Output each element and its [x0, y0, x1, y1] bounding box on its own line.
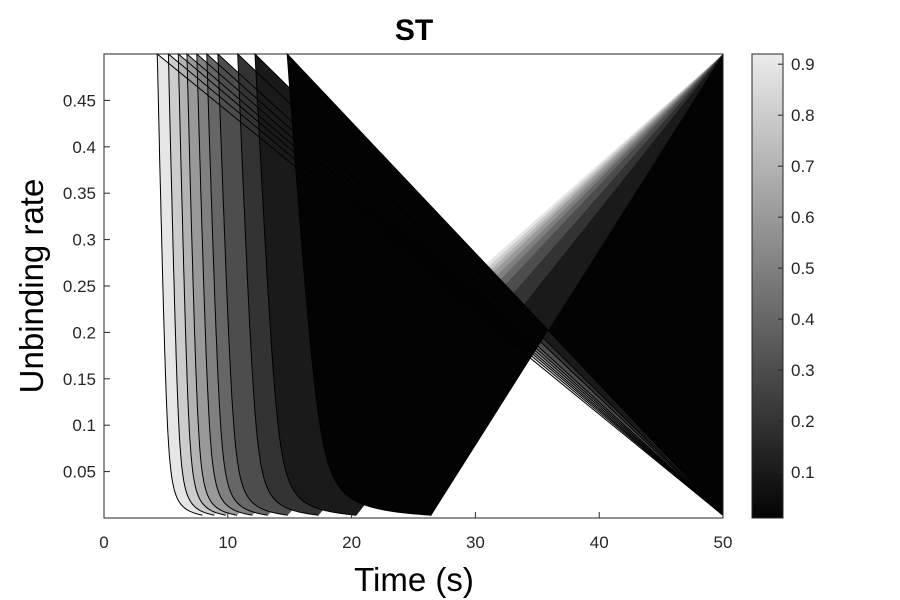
colorbar-tick-label: 0.2	[791, 412, 815, 431]
y-axis-label: Unbinding rate	[13, 179, 50, 394]
x-axis-ticks: 0 10 20 30 40 50	[99, 512, 732, 552]
contour-line-0.8	[177, 52, 724, 516]
y-tick-label: 0.2	[72, 323, 96, 342]
x-tick-label: 30	[466, 533, 485, 552]
colorbar-tick-label: 0.1	[791, 463, 815, 482]
contour-line-0.6	[196, 52, 724, 516]
contour-line-0.92	[156, 52, 724, 516]
contour-line-0.3	[237, 52, 724, 516]
y-tick-label: 0.25	[63, 277, 96, 296]
y-tick-label: 0.3	[72, 231, 96, 250]
y-tick-label: 0.15	[63, 370, 96, 389]
colorbar-tick-label: 0.6	[791, 208, 815, 227]
colorbar: 0.1 0.2 0.3 0.4 0.5 0.6 0.7 0.8 0.9	[751, 53, 815, 519]
colorbar-tick-label: 0.5	[791, 259, 815, 278]
y-axis-ticks: 0.05 0.1 0.15 0.2 0.25 0.3 0.35 0.4 0.45	[63, 91, 110, 482]
y-tick-label: 0.05	[63, 463, 96, 482]
contour-line-0.4	[217, 52, 724, 516]
chart-title: ST	[395, 14, 433, 47]
y-tick-label: 0.45	[63, 91, 96, 110]
y-tick-label: 0.4	[72, 138, 96, 157]
x-tick-label: 10	[218, 533, 237, 552]
colorbar-tick-label: 0.3	[791, 361, 815, 380]
plot-area	[103, 52, 724, 519]
x-tick-label: 40	[590, 533, 609, 552]
colorbar-tick-label: 0.4	[791, 310, 815, 329]
contour-line-0.5	[206, 52, 724, 516]
colorbar-tick-label: 0.7	[791, 157, 815, 176]
x-tick-label: 20	[342, 533, 361, 552]
colorbar-gradient	[751, 53, 784, 519]
y-tick-label: 0.35	[63, 184, 96, 203]
colorbar-tick-label: 0.8	[791, 106, 815, 125]
x-tick-label: 50	[714, 533, 733, 552]
colorbar-tick-label: 0.9	[791, 55, 815, 74]
contour-line-0.1	[286, 52, 724, 516]
contour-line-0.9	[167, 52, 724, 516]
x-axis-label: Time (s)	[354, 561, 474, 598]
contour-line-0.2	[254, 52, 724, 516]
x-tick-label: 0	[99, 533, 108, 552]
contour-line-0.7	[186, 52, 724, 516]
y-tick-label: 0.1	[72, 416, 96, 435]
